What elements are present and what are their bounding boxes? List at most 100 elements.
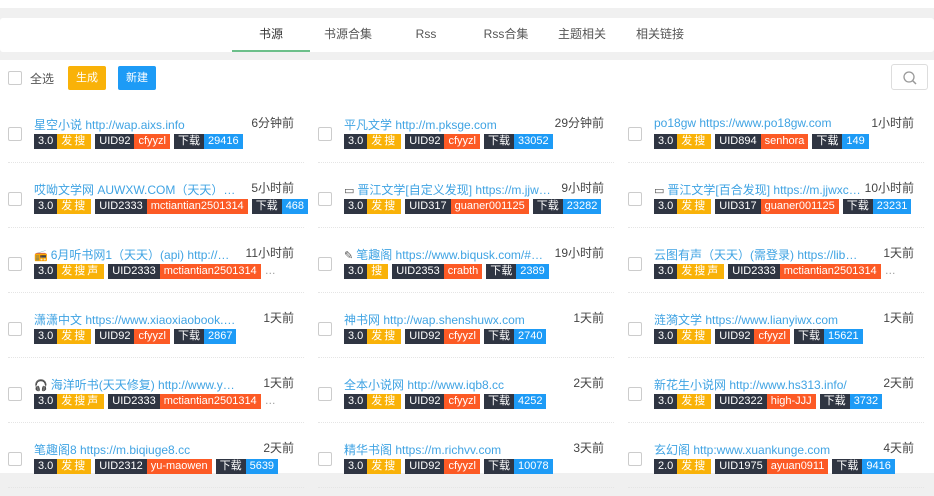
source-card: 平凡文学 http://m.pksge.com 29分钟前 3.0 发搜 UID9… bbox=[318, 106, 614, 171]
tab-book-source[interactable]: 书源 bbox=[232, 18, 310, 52]
updated-time: 1小时前 bbox=[871, 116, 914, 130]
source-checkbox[interactable] bbox=[628, 192, 642, 206]
source-title-link[interactable]: 云图有声（天天）(需登录) https://lib… bbox=[654, 246, 869, 263]
source-title[interactable]: 笔趣阁8 https://m.biqiuge8.cc bbox=[34, 443, 191, 457]
source-checkbox[interactable] bbox=[8, 322, 22, 336]
source-title[interactable]: 玄幻阁 http:www.xuankunge.com bbox=[654, 443, 831, 457]
download-label: 下载 bbox=[486, 264, 517, 279]
tab-rss[interactable]: Rss bbox=[415, 27, 437, 41]
divider bbox=[318, 487, 614, 488]
source-title[interactable]: 海洋听书(天天修复) http://www.y… bbox=[50, 378, 235, 392]
tab-book-source-collection[interactable]: 书源合集 bbox=[323, 27, 372, 41]
capability-flags: 发搜声 bbox=[677, 264, 725, 279]
source-checkbox[interactable] bbox=[8, 452, 22, 466]
select-all-label: 全选 bbox=[30, 72, 55, 86]
source-title[interactable]: 晋江文学[百合发现] https://m.jjwxc… bbox=[667, 183, 861, 197]
author-tag: UID2312 yu-maowen bbox=[95, 459, 212, 474]
source-title[interactable]: 星空小说 http://wap.aixs.info bbox=[34, 118, 185, 132]
source-title-link[interactable]: 玄幻阁 http:www.xuankunge.com bbox=[654, 441, 869, 458]
source-title-link[interactable]: 涟漪文学 https://www.lianyiwx.com bbox=[654, 311, 869, 328]
source-checkbox[interactable] bbox=[628, 257, 642, 271]
source-checkbox[interactable] bbox=[628, 452, 642, 466]
source-checkbox[interactable] bbox=[8, 387, 22, 401]
author: cfyyzl bbox=[444, 134, 480, 149]
divider bbox=[318, 292, 614, 293]
source-checkbox[interactable] bbox=[318, 387, 332, 401]
source-title[interactable]: 神书网 http://wap.shenshuwx.com bbox=[344, 313, 525, 327]
source-title-link[interactable]: ✎ 笔趣阁 https://www.biqusk.com/#… bbox=[344, 246, 559, 263]
source-checkbox[interactable] bbox=[628, 127, 642, 141]
new-button[interactable]: 新建 bbox=[118, 66, 156, 90]
tab-rss-collection[interactable]: Rss合集 bbox=[483, 27, 529, 41]
source-checkbox[interactable] bbox=[8, 257, 22, 271]
author: ayuan0911 bbox=[766, 459, 829, 474]
source-title[interactable]: po18gw https://www.po18gw.com bbox=[654, 116, 832, 130]
source-title[interactable]: 平凡文学 http://m.pksge.com bbox=[344, 118, 497, 132]
tab-links[interactable]: 相关链接 bbox=[635, 27, 684, 41]
updated-time: 6分钟前 bbox=[251, 116, 294, 130]
source-checkbox[interactable] bbox=[318, 192, 332, 206]
divider bbox=[628, 422, 924, 423]
source-title-link[interactable]: 平凡文学 http://m.pksge.com bbox=[344, 116, 559, 133]
divider bbox=[8, 487, 304, 488]
source-checkbox[interactable] bbox=[8, 192, 22, 206]
generate-button[interactable]: 生成 bbox=[68, 66, 106, 90]
updated-time: 2天前 bbox=[573, 376, 604, 390]
divider bbox=[318, 162, 614, 163]
source-title[interactable]: 6月听书网1（天天）(api) http://… bbox=[50, 248, 230, 262]
download-tag: 下载 29416 bbox=[173, 134, 243, 149]
source-title-link[interactable]: 神书网 http://wap.shenshuwx.com bbox=[344, 311, 559, 328]
source-card: 哎呦文学网 AUWXW.COM（天天）… 5小时前 3.0 发搜 UID2333 m… bbox=[8, 171, 309, 236]
source-title[interactable]: 潇潇中文 https://www.xiaoxiaobook.… bbox=[34, 313, 236, 327]
tag-row: 3.0 发搜 UID2322 high-JJJ 下载 3732 bbox=[654, 394, 886, 409]
source-title-link[interactable]: po18gw https://www.po18gw.com bbox=[654, 116, 869, 130]
search-button[interactable] bbox=[891, 64, 928, 90]
source-title-link[interactable]: 📻 6月听书网1（天天）(api) http://… bbox=[34, 246, 249, 263]
author: cfyyzl bbox=[444, 459, 480, 474]
download-tag: 下载 4252 bbox=[483, 394, 547, 409]
select-all-checkbox[interactable] bbox=[8, 71, 22, 85]
tab-theme[interactable]: 主题相关 bbox=[557, 27, 606, 41]
source-checkbox[interactable] bbox=[628, 322, 642, 336]
divider bbox=[8, 162, 304, 163]
source-title-link[interactable]: 星空小说 http://wap.aixs.info bbox=[34, 116, 249, 133]
source-title-link[interactable]: ▭ 晋江文学[自定义发现] https://m.jjw… bbox=[344, 181, 559, 198]
source-title[interactable]: 精华书阁 https://m.richvv.com bbox=[344, 443, 502, 457]
author: cfyyzl bbox=[444, 394, 480, 409]
tag-row: 3.0 发搜 UID92 cfyyzl 下载 33052 bbox=[344, 134, 557, 149]
source-title-link[interactable]: 🎧 海洋听书(天天修复) http://www.y… bbox=[34, 376, 249, 393]
headphones-icon: 🎧 bbox=[34, 380, 48, 392]
source-title-link[interactable]: 潇潇中文 https://www.xiaoxiaobook.… bbox=[34, 311, 249, 328]
download-count: 4252 bbox=[513, 394, 547, 409]
source-title[interactable]: 新花生小说网 http://www.hs313.info/ bbox=[654, 378, 847, 392]
source-title[interactable]: 笔趣阁 https://www.biqusk.com/#… bbox=[356, 248, 543, 262]
source-title-link[interactable]: 哎呦文学网 AUWXW.COM（天天）… bbox=[34, 181, 249, 198]
uid: UID317 bbox=[715, 199, 761, 214]
source-checkbox[interactable] bbox=[318, 127, 332, 141]
updated-time: 1天前 bbox=[573, 311, 604, 325]
source-title[interactable]: 云图有声（天天）(需登录) https://lib… bbox=[654, 248, 858, 262]
source-title-link[interactable]: 精华书阁 https://m.richvv.com bbox=[344, 441, 559, 458]
download-count: 9416 bbox=[862, 459, 895, 474]
source-title[interactable]: 哎呦文学网 AUWXW.COM（天天）… bbox=[34, 183, 236, 197]
source-title-link[interactable]: 笔趣阁8 https://m.biqiuge8.cc bbox=[34, 441, 249, 458]
source-checkbox[interactable] bbox=[318, 257, 332, 271]
source-checkbox[interactable] bbox=[628, 387, 642, 401]
source-checkbox[interactable] bbox=[8, 127, 22, 141]
tag-row: 3.0 搜 UID2353 crabth 下载 2389 bbox=[344, 264, 553, 279]
author-tag: UID92 cfyyzl bbox=[405, 394, 480, 409]
source-title[interactable]: 涟漪文学 https://www.lianyiwx.com bbox=[654, 313, 839, 327]
download-count: 468 bbox=[281, 199, 309, 214]
download-label: 下载 bbox=[215, 459, 246, 474]
source-title[interactable]: 晋江文学[自定义发现] https://m.jjw… bbox=[357, 183, 551, 197]
source-checkbox[interactable] bbox=[318, 322, 332, 336]
updated-time: 10小时前 bbox=[864, 181, 914, 195]
version-tag: 3.0 发搜 bbox=[654, 394, 712, 409]
capability-flags: 发搜 bbox=[367, 134, 402, 149]
author-tag: UID1975 ayuan0911 bbox=[715, 459, 829, 474]
source-title[interactable]: 全本小说网 http://www.iqb8.cc bbox=[344, 378, 505, 392]
source-title-link[interactable]: 全本小说网 http://www.iqb8.cc bbox=[344, 376, 559, 393]
source-title-link[interactable]: 新花生小说网 http://www.hs313.info/ bbox=[654, 376, 869, 393]
source-checkbox[interactable] bbox=[318, 452, 332, 466]
source-title-link[interactable]: ▭ 晋江文学[百合发现] https://m.jjwxc… bbox=[654, 181, 869, 198]
